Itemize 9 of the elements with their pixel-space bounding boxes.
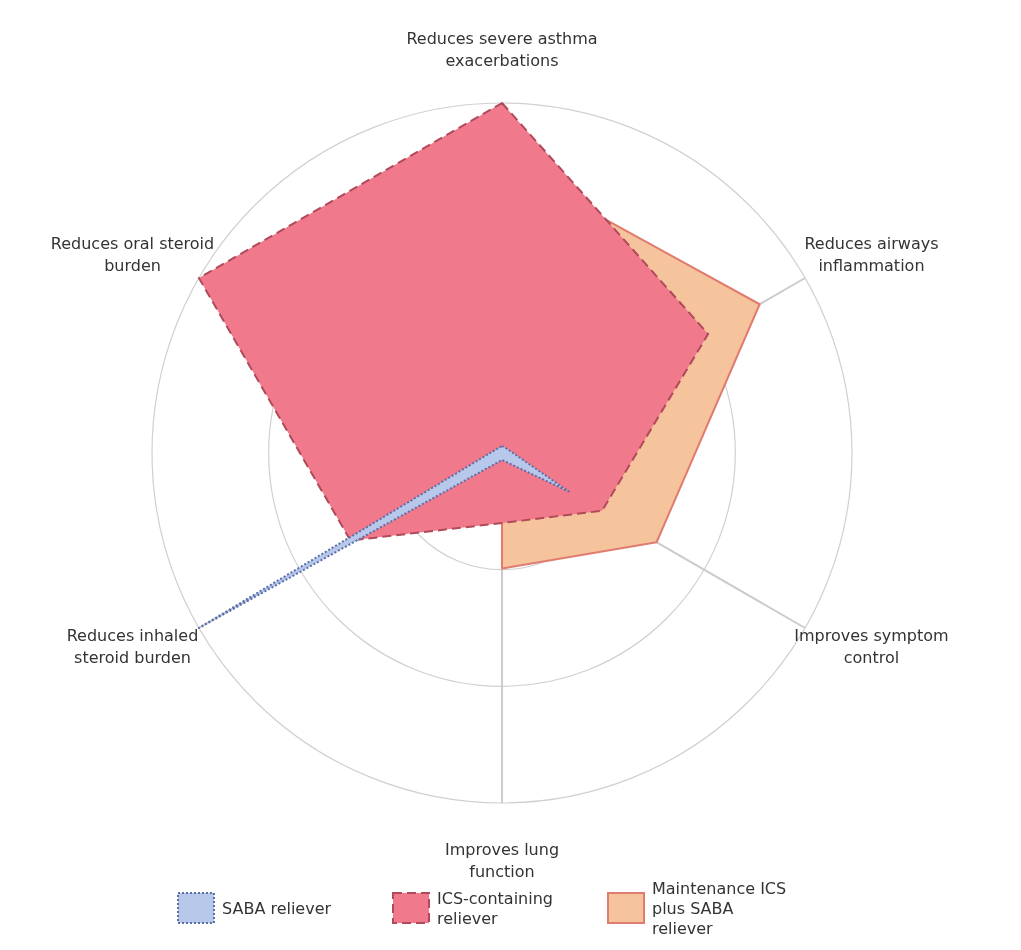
spoke-label: Reduces inhaled steroid burden: [66, 626, 199, 667]
spoke-label: Reduces oral steroid burden: [50, 234, 215, 275]
legend-label: Maintenance ICS plus SABA reliever: [652, 879, 787, 938]
legend-label: ICS-containing reliever: [437, 889, 553, 928]
spoke-label: Improves lung function: [444, 840, 560, 881]
spoke-label: Improves symptom control: [794, 626, 949, 667]
legend-label: SABA reliever: [222, 899, 332, 918]
spoke-label: Reduces airways inflammation: [804, 234, 939, 275]
spoke-label: Reduces severe asthma exacerbations: [406, 29, 598, 70]
